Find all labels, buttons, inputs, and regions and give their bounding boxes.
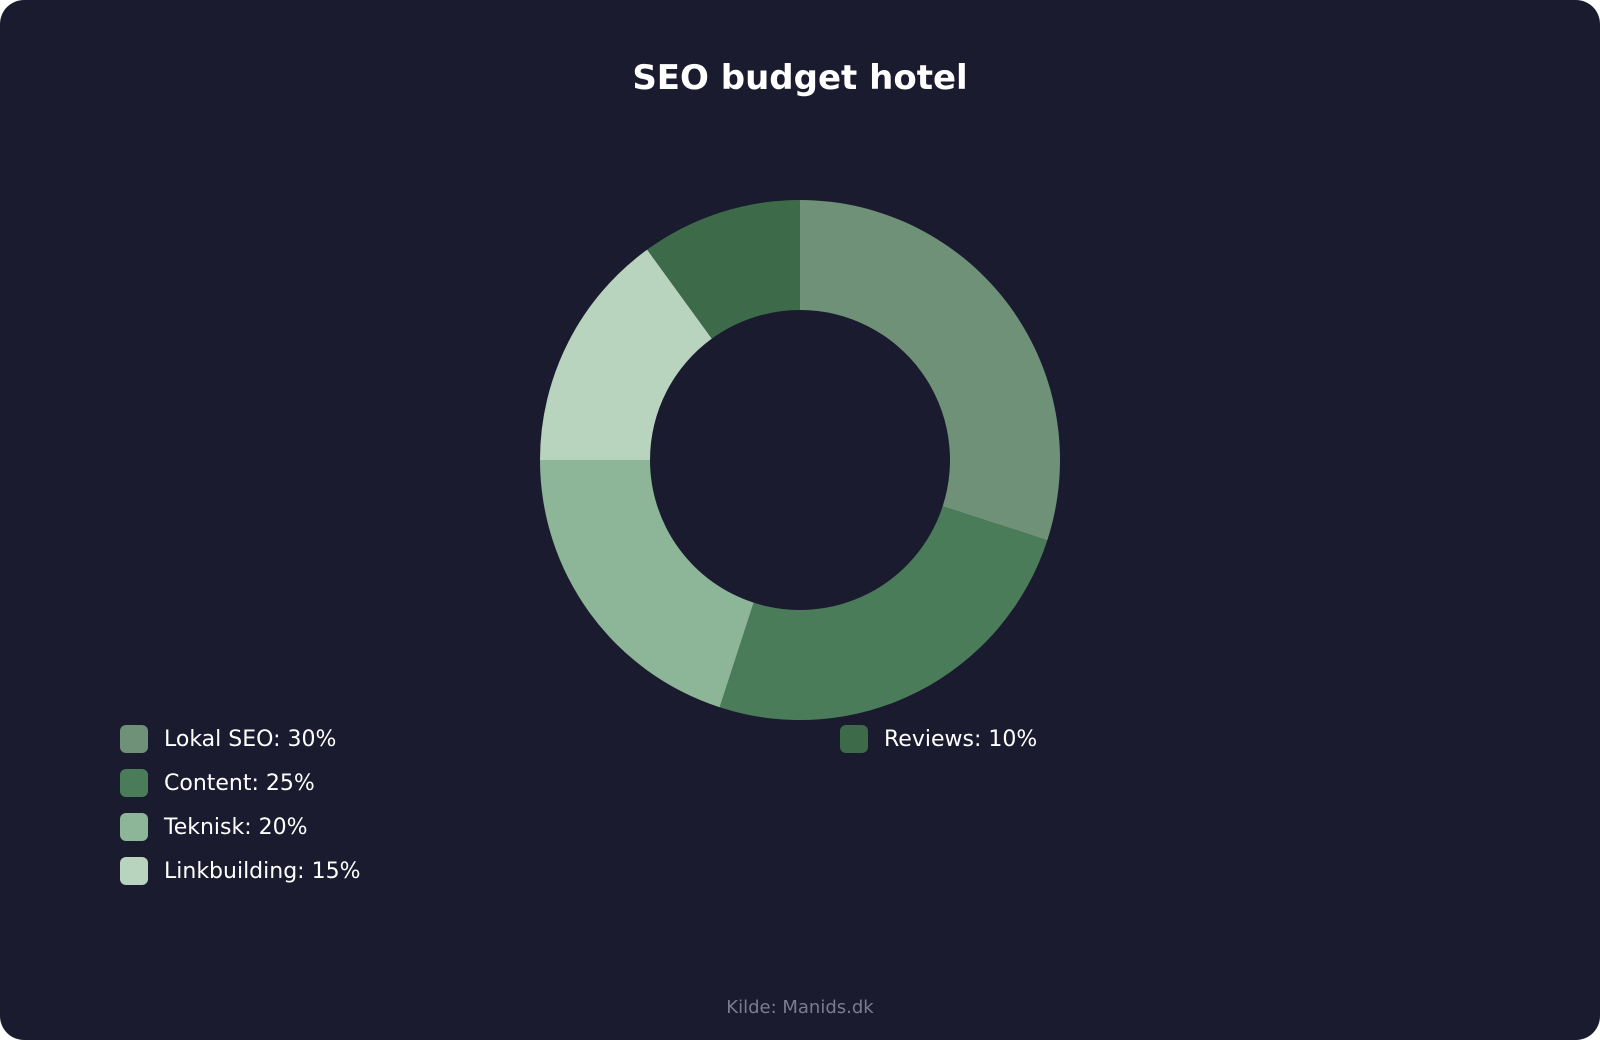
donut-slice-linkbuilding bbox=[540, 249, 712, 460]
donut-slice-content bbox=[719, 506, 1048, 721]
donut-slice-lokal-seo bbox=[800, 200, 1060, 541]
source-caption: Kilde: Manids.dk bbox=[726, 997, 874, 1018]
donut-slice-reviews bbox=[647, 200, 800, 339]
chart-title: SEO budget hotel bbox=[632, 58, 968, 98]
donut-slice-teknisk bbox=[540, 460, 754, 708]
